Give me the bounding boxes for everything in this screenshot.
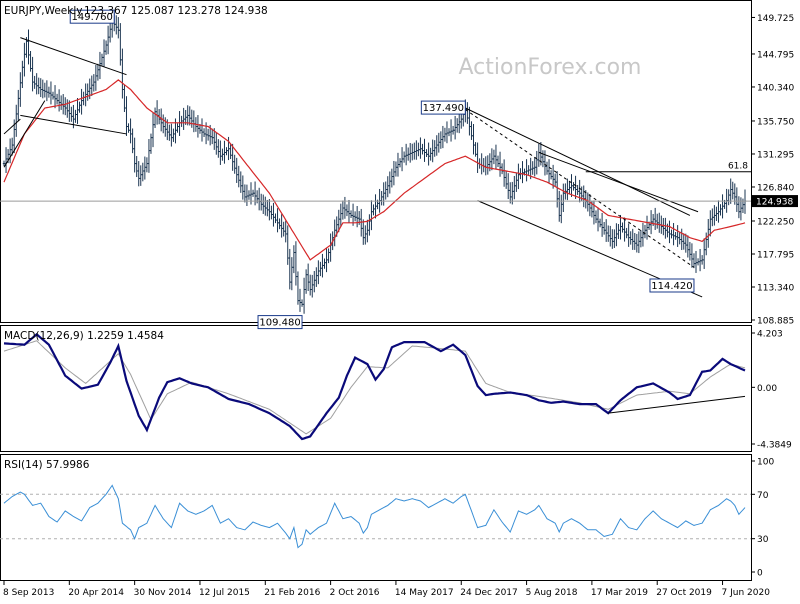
x-axis-tick-label: 14 May 2017 — [395, 588, 454, 598]
price-panel-frame — [0, 0, 752, 323]
rsi-axis-tick-label: 70 — [757, 491, 769, 501]
rsi-label: RSI(14) 57.9986 — [4, 459, 90, 471]
x-axis-tick-label: 7 Jun 2020 — [722, 588, 771, 598]
last-price-tag-label: 124.938 — [756, 198, 793, 208]
x-axis-tick-label: 30 Nov 2014 — [134, 588, 192, 598]
price-axis-tick-label: 135.750 — [757, 117, 794, 127]
price-callout: 109.480 — [257, 315, 303, 330]
last-price-tag — [752, 195, 798, 208]
price-axis-tick-label: 131.295 — [757, 150, 794, 160]
x-axis-tick-label: 17 Mar 2019 — [591, 588, 648, 598]
macd-panel-frame — [0, 325, 752, 452]
rsi-axis-tick-label: 30 — [757, 535, 769, 545]
watermark: ActionForex.com — [459, 55, 642, 80]
macd-axis-tick-label: 0.00 — [757, 384, 777, 394]
x-axis-tick-label: 5 Aug 2018 — [526, 588, 578, 598]
trendline — [3, 100, 46, 168]
x-axis-tick-label: 27 Oct 2019 — [656, 588, 712, 598]
macd-layer — [3, 332, 746, 441]
trendline — [3, 118, 21, 135]
price-axis-tick-label: 113.340 — [757, 283, 794, 293]
rsi-line — [3, 484, 746, 549]
price-axis-tick-label: 149.725 — [757, 14, 794, 24]
price-axis-tick-label: 126.840 — [757, 183, 794, 193]
trendline — [465, 107, 691, 216]
price-callout: 114.420 — [649, 278, 695, 293]
price-callout: 149.760 — [69, 9, 115, 24]
macd-label: MACD(12,26,9) 1.2259 1.4584 — [4, 330, 164, 342]
macd-axis-tick-label: -4.3849 — [757, 441, 792, 451]
fib-level-label: 61.8 — [728, 162, 748, 172]
moving-average-line — [3, 79, 746, 261]
macd-line — [3, 332, 746, 441]
price-callout-box — [69, 9, 115, 24]
price-callout-text: 149.760 — [72, 12, 113, 23]
price-layer: 61.8 149.760 137.490 109.480 114.420 — [0, 9, 751, 330]
x-axis-tick-label: 20 Apr 2014 — [68, 588, 124, 598]
price-callout-text: 109.480 — [259, 318, 300, 329]
rsi-axis-tick-label: 0 — [757, 569, 763, 579]
price-axis-tick-label: 140.340 — [757, 83, 794, 93]
price-axis-tick-label: 122.250 — [757, 217, 794, 227]
axis-layer: 149.725 144.795 140.340 135.750 131.295 126.8… — [3, 14, 798, 598]
price-callout-box — [420, 100, 466, 115]
trendline — [20, 37, 127, 76]
price-callout-box — [257, 315, 303, 330]
trendline — [538, 151, 699, 213]
trendline — [20, 114, 127, 135]
ohlc-label: 123.367 125.087 123.278 124.938 — [84, 5, 268, 17]
x-axis-tick-label: 21 Feb 2016 — [264, 588, 320, 598]
rsi-layer — [0, 484, 751, 549]
price-callout-box — [649, 278, 695, 293]
price-callout-text: 137.490 — [423, 103, 464, 114]
x-axis-tick-label: 12 Jul 2015 — [199, 588, 250, 598]
macd-signal-line — [3, 340, 746, 435]
price-axis-tick-label: 108.885 — [757, 317, 794, 327]
macd-trendline — [608, 395, 746, 414]
instrument-label: EURJPY,Weekly — [4, 5, 82, 17]
x-axis-tick-label: 2 Oct 2016 — [330, 588, 380, 598]
macd-axis-tick-label: 4.203 — [757, 330, 783, 340]
price-callout-text: 114.420 — [651, 281, 692, 292]
price-axis-tick-label: 117.795 — [757, 250, 794, 260]
rsi-panel-frame — [0, 454, 752, 581]
x-axis-tick-label: 8 Sep 2013 — [3, 588, 54, 598]
price-callout: 137.490 — [420, 100, 466, 115]
rsi-axis-tick-label: 100 — [757, 458, 774, 468]
price-axis-tick-label: 144.795 — [757, 50, 794, 60]
x-axis-tick-label: 24 Dec 2017 — [460, 588, 518, 598]
trendline — [465, 109, 695, 268]
